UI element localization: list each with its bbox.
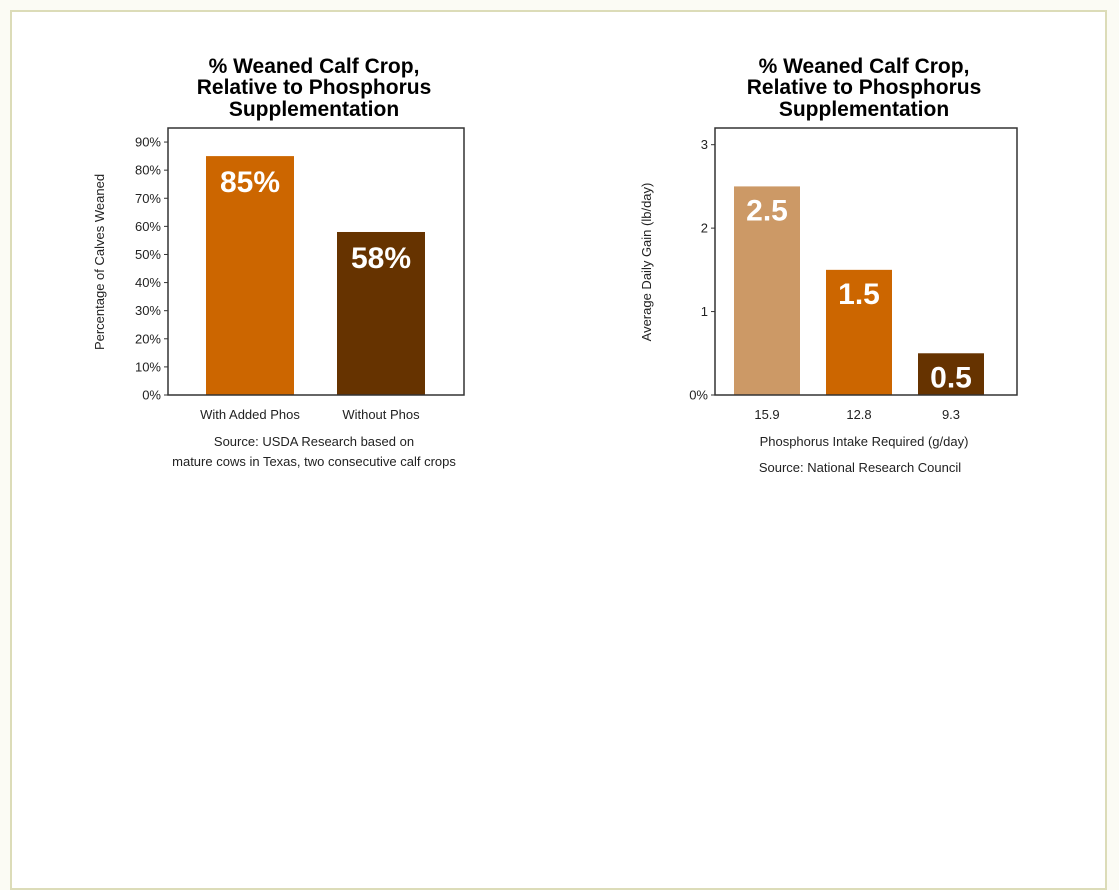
bar bbox=[734, 186, 800, 395]
x-category-label: Without Phos bbox=[342, 407, 420, 422]
y-tick-label: 90% bbox=[135, 135, 161, 150]
y-tick-label: 0% bbox=[689, 388, 708, 403]
bar-data-label: 58% bbox=[351, 242, 411, 275]
y-tick-label: 10% bbox=[135, 359, 161, 374]
source-note-line: mature cows in Texas, two consecutive ca… bbox=[172, 454, 456, 469]
x-category-label: 9.3 bbox=[942, 407, 960, 422]
y-tick-label: 40% bbox=[135, 275, 161, 290]
x-category-label: With Added Phos bbox=[200, 407, 300, 422]
y-axis-label: Percentage of Calves Weaned bbox=[92, 174, 107, 350]
bar-data-label: 0.5 bbox=[930, 361, 972, 394]
bar bbox=[918, 353, 984, 395]
chart-title-line: Relative to Phosphorus bbox=[197, 76, 432, 99]
y-tick-label: 1 bbox=[701, 304, 708, 319]
y-tick-label: 2 bbox=[701, 221, 708, 236]
bar bbox=[337, 231, 425, 395]
chart-title-line: Supplementation bbox=[779, 98, 949, 121]
y-axis-label: Average Daily Gain (lb/day) bbox=[639, 183, 654, 342]
x-axis-label: Phosphorus Intake Required (g/day) bbox=[760, 434, 969, 449]
chart-calves-weaned: % Weaned Calf Crop, Relative to Phosphor… bbox=[92, 55, 465, 469]
bar-data-label: 1.5 bbox=[838, 278, 880, 311]
x-category-label: 12.8 bbox=[846, 407, 871, 422]
y-tick-label: 70% bbox=[135, 191, 161, 206]
plot-frame bbox=[714, 127, 1018, 396]
bar-data-label: 85% bbox=[220, 166, 280, 199]
bar bbox=[826, 269, 892, 395]
y-tick-label: 3 bbox=[701, 137, 708, 152]
y-tick-label: 30% bbox=[135, 303, 161, 318]
source-note-line: Source: USDA Research based on bbox=[214, 434, 414, 449]
chart-title-line: % Weaned Calf Crop, bbox=[209, 55, 420, 78]
y-tick-label: 80% bbox=[135, 163, 161, 178]
source-note-line: Source: National Research Council bbox=[759, 460, 961, 475]
chart-daily-gain: % Weaned Calf Crop, Relative to Phosphor… bbox=[639, 55, 1018, 475]
y-tick-label: 20% bbox=[135, 331, 161, 346]
bar-data-label: 2.5 bbox=[746, 194, 788, 227]
y-tick-label: 60% bbox=[135, 219, 161, 234]
chart-title-line: % Weaned Calf Crop, bbox=[759, 55, 970, 78]
plot-frame bbox=[167, 127, 465, 396]
bar bbox=[206, 156, 294, 395]
page-panel bbox=[10, 10, 1107, 890]
chart-title-line: Relative to Phosphorus bbox=[747, 76, 982, 99]
x-category-label: 15.9 bbox=[754, 407, 779, 422]
y-tick-label: 50% bbox=[135, 247, 161, 262]
chart-title-line: Supplementation bbox=[229, 98, 399, 121]
y-tick-label: 0% bbox=[142, 388, 161, 403]
